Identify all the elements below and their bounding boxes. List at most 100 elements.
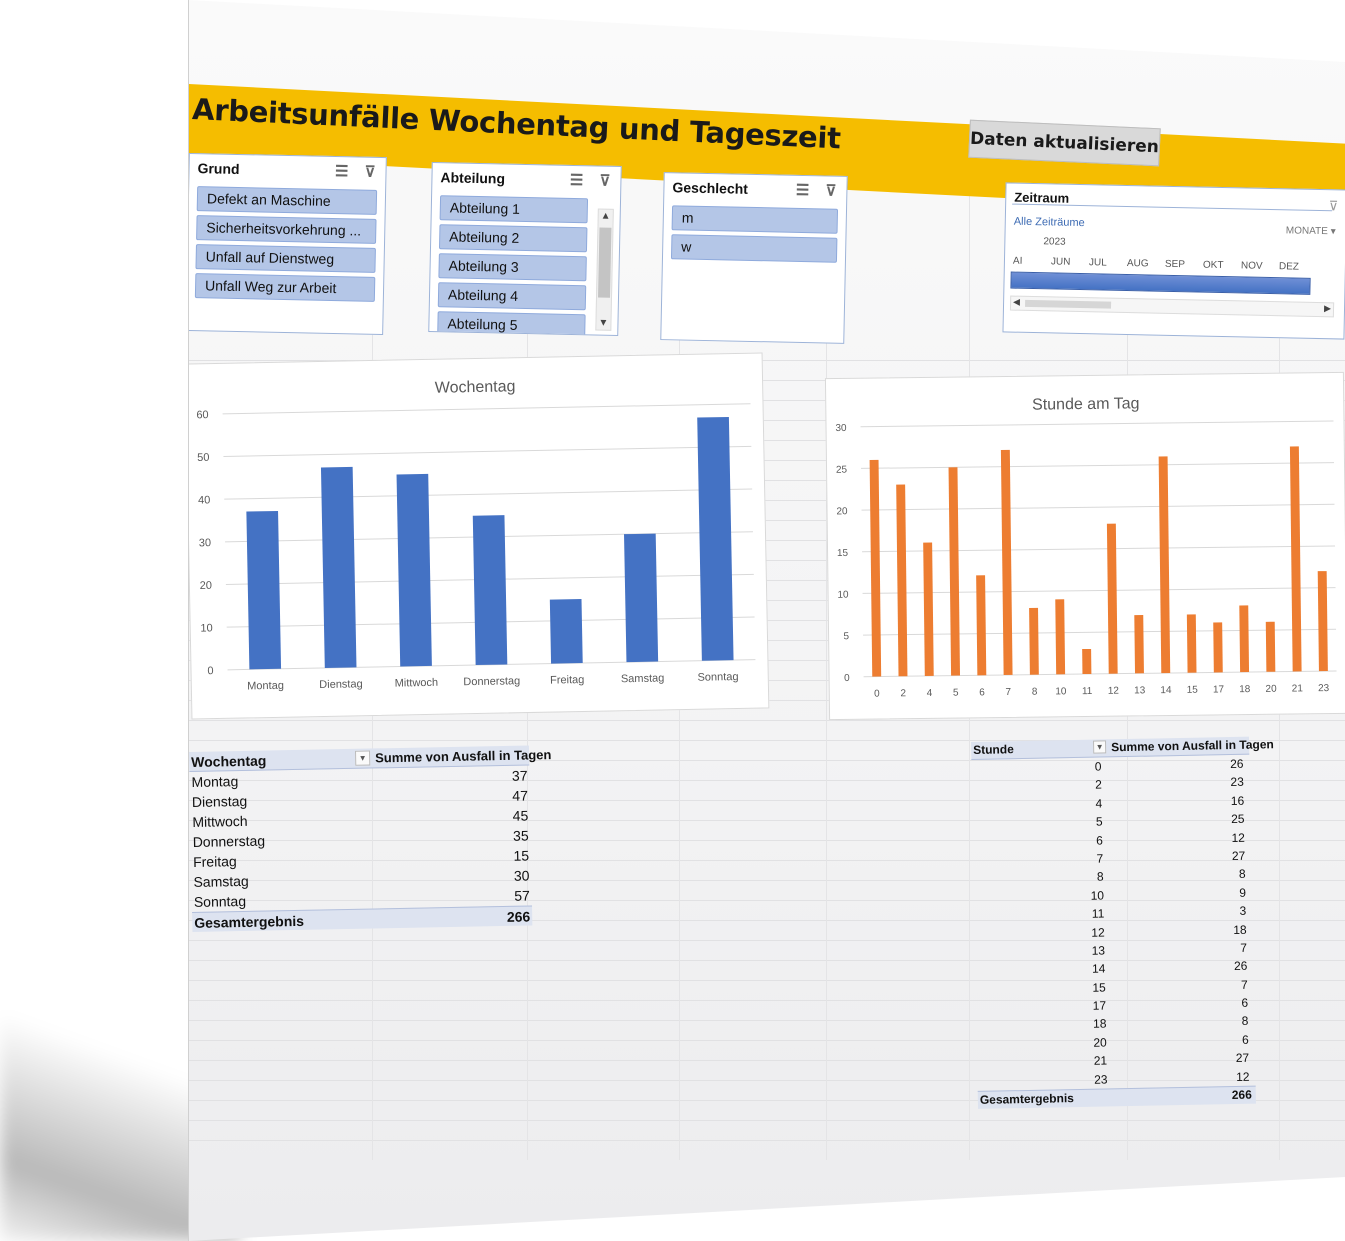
clear-filter-icon[interactable]: ⊽ [1328,198,1339,214]
slicer-item[interactable]: m [671,205,839,234]
slicer-item[interactable]: Abteilung 5 [437,311,586,336]
row-label: 5 [1095,814,1103,829]
month-label[interactable]: DEZ [1278,261,1300,273]
row-label: Mittwoch [192,812,248,830]
bar[interactable] [1265,621,1276,672]
timeline-selection-bar[interactable] [1010,271,1311,295]
bar[interactable] [869,459,882,677]
scroll-left-icon[interactable]: ◀ [1013,296,1021,307]
slicer-item[interactable]: Abteilung 3 [438,253,587,282]
bar[interactable] [1055,599,1066,675]
x-tick-label: Sonntag [697,671,738,684]
bar[interactable] [396,473,432,667]
multi-select-icon[interactable]: ☰ [569,171,584,190]
slicer-item[interactable]: Unfall Weg zur Arbeit [194,273,376,302]
bar[interactable] [320,466,357,668]
bar[interactable] [1213,622,1223,673]
bar[interactable] [697,416,734,661]
y-tick-label: 25 [836,465,848,476]
slicer-item[interactable]: Unfall auf Dienstweg [195,244,376,273]
month-label[interactable]: SEP [1164,258,1186,271]
month-label[interactable]: OKT [1202,259,1224,272]
grid-line [189,1120,1345,1121]
month-label[interactable]: AI [1012,255,1023,267]
gridline [224,488,753,500]
bar[interactable] [1239,605,1250,673]
bar[interactable] [896,484,908,677]
weekday-chart[interactable]: Wochentag 0 10 20 30 40 50 60 Montag Dienstag Mitt… [189,352,770,720]
row-label: 18 [1092,1016,1107,1032]
slicer-item[interactable]: Abteilung 2 [438,224,588,253]
bar[interactable] [246,510,282,670]
scroll-thumb[interactable] [1025,299,1112,309]
hour-chart[interactable]: Stunde am Tag 0 5 10 15 20 25 30 0 2 4 5 6 7 8 10 11 12 13… [824,371,1345,721]
bar[interactable] [1082,648,1092,675]
pivot-table-hour: Stunde ▼ Summe von Ausfall in Tagen 0 26 2… [971,736,1274,1109]
filter-dropdown-icon[interactable]: ▼ [355,750,371,766]
bar[interactable] [1317,571,1328,672]
multi-select-icon[interactable]: ☰ [795,181,810,200]
level-dropdown[interactable]: MONATE ▾ [1286,225,1336,237]
x-tick-label: 20 [1265,684,1277,695]
timeline-zeitraum: Zeitraum ⊽ Alle Zeiträume MONATE ▾ 2023 … [1002,182,1345,340]
slicer-item[interactable]: w [670,234,838,263]
timeline-divider [1012,203,1333,212]
y-tick-label: 10 [200,622,212,634]
row-label: Dienstag [191,792,248,810]
slicer-grund: Grund ☰ ⊽ Defekt an Maschine Sicherheits… [189,152,387,336]
slicer-item[interactable]: Abteilung 4 [437,282,587,311]
grid-line [189,460,1345,461]
bar[interactable] [1134,614,1144,674]
scroll-down-icon[interactable]: ▼ [598,317,609,329]
grid-line [189,800,1345,801]
timeline-scrollbar[interactable]: ◀ ▶ [1009,295,1335,318]
month-label[interactable]: NOV [1240,260,1263,272]
filter-dropdown-icon[interactable]: ▼ [1092,740,1107,754]
slicer-title: Abteilung [440,169,506,187]
bar[interactable] [1186,614,1197,673]
row-value: 37 [511,767,528,784]
x-tick-label: Mittwoch [395,677,439,690]
scroll-right-icon[interactable]: ▶ [1324,303,1332,314]
bar[interactable] [1158,456,1171,674]
bar[interactable] [1106,523,1118,674]
bar[interactable] [624,533,659,663]
total-value: 266 [1231,1087,1252,1103]
multi-select-icon[interactable]: ☰ [334,163,349,181]
month-label[interactable]: JUN [1050,256,1071,268]
scroll-up-icon[interactable]: ▲ [600,210,611,222]
y-tick-label: 5 [843,631,849,642]
clear-filter-icon[interactable]: ⊽ [825,182,837,200]
slicer-scrollbar[interactable]: ▲ ▼ [595,208,614,331]
scroll-thumb[interactable] [597,227,612,298]
clear-filter-icon[interactable]: ⊽ [599,172,611,190]
slicer-item[interactable]: Defekt an Maschine [196,186,378,215]
slicer-title: Grund [197,160,240,178]
row-label: 15 [1092,980,1106,995]
bar[interactable] [1000,449,1013,676]
month-label[interactable]: JUL [1088,257,1107,269]
row-label: 7 [1096,851,1104,866]
slicer-item[interactable]: Abteilung 1 [439,195,589,224]
grid-line [189,480,1345,481]
bar[interactable] [1029,607,1039,675]
chevron-down-icon: ▾ [1330,226,1336,238]
column-header-stunde: Stunde [973,742,1014,757]
bar[interactable] [1289,446,1302,672]
clear-filter-icon[interactable]: ⊽ [364,163,376,181]
gridline [862,545,1336,553]
x-tick-label: 4 [927,688,933,699]
bar[interactable] [948,467,961,676]
slicer-item[interactable]: Sicherheitsvorkehrung ... [196,215,377,244]
bar[interactable] [472,515,508,666]
grid-line [189,900,1345,901]
row-value: 7 [1240,940,1248,955]
bar[interactable] [976,575,987,676]
grid-line [189,720,1345,721]
row-value: 15 [513,847,530,864]
row-label: 4 [1095,796,1103,811]
bar[interactable] [549,599,583,664]
month-label[interactable]: AUG [1126,257,1149,270]
bar[interactable] [923,542,934,676]
y-tick-label: 0 [207,665,213,677]
